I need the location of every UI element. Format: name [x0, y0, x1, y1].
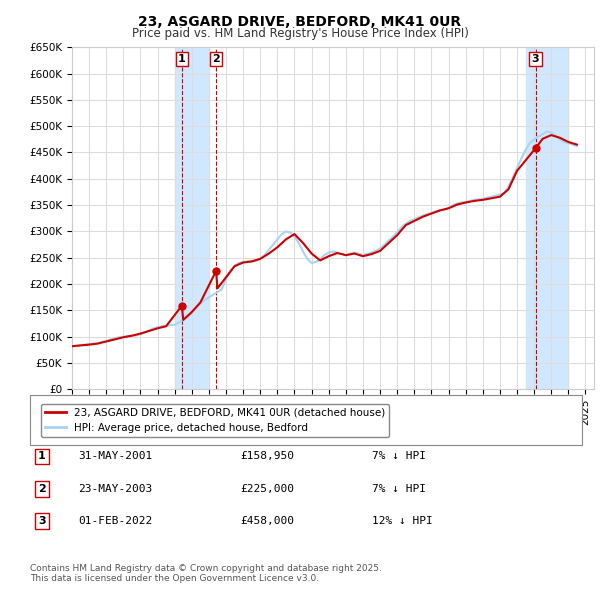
Text: Price paid vs. HM Land Registry's House Price Index (HPI): Price paid vs. HM Land Registry's House …	[131, 27, 469, 40]
Legend: 23, ASGARD DRIVE, BEDFORD, MK41 0UR (detached house), HPI: Average price, detach: 23, ASGARD DRIVE, BEDFORD, MK41 0UR (det…	[41, 404, 389, 437]
Text: £458,000: £458,000	[240, 516, 294, 526]
Text: 2: 2	[212, 54, 220, 64]
Text: £158,950: £158,950	[240, 451, 294, 461]
Text: 3: 3	[532, 54, 539, 64]
Text: 7% ↓ HPI: 7% ↓ HPI	[372, 451, 426, 461]
Text: 2: 2	[38, 484, 46, 494]
Text: 01-FEB-2022: 01-FEB-2022	[78, 516, 152, 526]
Text: Contains HM Land Registry data © Crown copyright and database right 2025.
This d: Contains HM Land Registry data © Crown c…	[30, 563, 382, 583]
Text: £225,000: £225,000	[240, 484, 294, 494]
Text: 3: 3	[38, 516, 46, 526]
Bar	[175, 47, 209, 389]
Text: 1: 1	[178, 54, 186, 64]
Bar	[526, 47, 568, 389]
Text: 1: 1	[38, 451, 46, 461]
Text: 7% ↓ HPI: 7% ↓ HPI	[372, 484, 426, 494]
Text: 31-MAY-2001: 31-MAY-2001	[78, 451, 152, 461]
FancyBboxPatch shape	[30, 395, 582, 445]
Text: 23-MAY-2003: 23-MAY-2003	[78, 484, 152, 494]
Text: 12% ↓ HPI: 12% ↓ HPI	[372, 516, 433, 526]
Text: 23, ASGARD DRIVE, BEDFORD, MK41 0UR: 23, ASGARD DRIVE, BEDFORD, MK41 0UR	[139, 15, 461, 29]
